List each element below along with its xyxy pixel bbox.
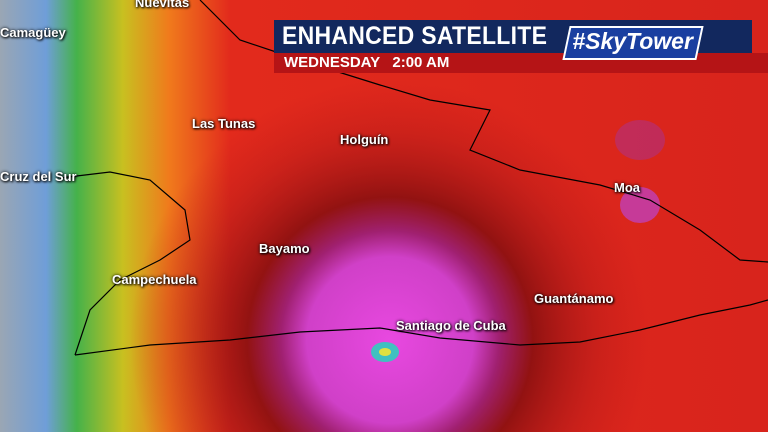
- time-label: 2:00 AM: [392, 54, 450, 71]
- coastline: [74, 299, 768, 356]
- city-label: Santiago de Cuba: [396, 318, 506, 333]
- city-label: Cruz del Sur: [0, 169, 77, 184]
- city-label: Nuevitas: [135, 0, 190, 10]
- skytower-logo: #SkyTower: [562, 26, 704, 60]
- city-label: Camagüey: [0, 25, 66, 40]
- logo-text: #SkyTower: [572, 28, 693, 54]
- day-label: WEDNESDAY: [284, 54, 380, 71]
- header-bar: ENHANCED SATELLITE #SkyTower: [274, 20, 752, 60]
- city-label: Campechuela: [112, 272, 197, 287]
- page-title: ENHANCED SATELLITE: [282, 22, 548, 50]
- city-label: Las Tunas: [192, 116, 256, 131]
- coastline-west: [59, 171, 191, 356]
- city-label: Bayamo: [259, 241, 310, 256]
- city-label: Holguín: [340, 132, 389, 147]
- city-label: Guantánamo: [534, 291, 614, 306]
- city-label: Moa: [614, 180, 640, 195]
- timestamp: WEDNESDAY 2:00 AM: [284, 54, 449, 71]
